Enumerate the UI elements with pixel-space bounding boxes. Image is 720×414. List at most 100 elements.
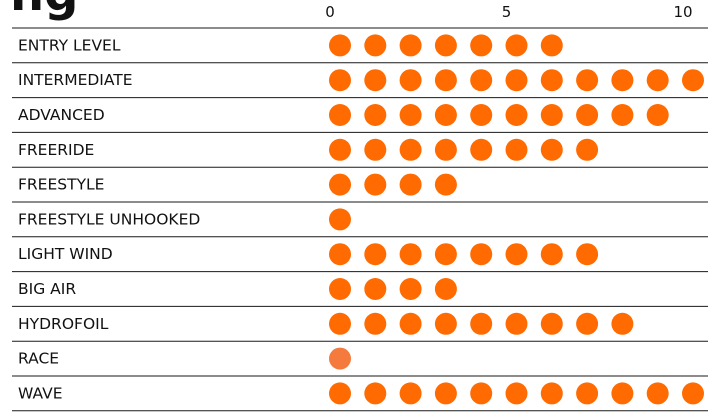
rating-dot — [505, 104, 528, 126]
row-label: WAVE — [18, 384, 63, 402]
rating-dot — [364, 312, 387, 335]
rating-dot — [576, 382, 599, 405]
row-label: BIG AIR — [18, 280, 76, 298]
rating-dot — [611, 69, 634, 92]
rating-dot — [364, 104, 387, 126]
row-label: LIGHT WIND — [18, 245, 113, 263]
rating-dot — [434, 173, 457, 196]
rating-dot — [399, 278, 422, 300]
rating-dot — [540, 69, 563, 92]
chart-row: ADVANCED — [18, 104, 669, 126]
rating-dot — [576, 243, 599, 266]
rating-dot — [329, 138, 351, 161]
rating-dot — [329, 104, 351, 126]
rating-dot — [682, 69, 704, 92]
rating-dot — [540, 243, 563, 266]
chart-row: WAVE — [18, 382, 704, 405]
chart-row: HYDROFOIL — [18, 312, 634, 335]
row-grid-lines — [12, 27, 708, 412]
rating-dot — [364, 138, 387, 161]
rating-dot — [434, 278, 457, 300]
x-tick-label: 10 — [673, 3, 692, 21]
rating-dot — [434, 382, 457, 405]
chart-row: INTERMEDIATE — [18, 69, 704, 92]
rating-dot — [364, 69, 387, 92]
row-label: HYDROFOIL — [18, 315, 109, 333]
rating-dot — [329, 243, 351, 266]
row-label: INTERMEDIATE — [18, 71, 133, 89]
rating-dot — [576, 312, 599, 335]
chart-row: ENTRY LEVEL — [18, 34, 563, 57]
rating-dot — [399, 173, 422, 196]
rating-dot — [646, 69, 669, 92]
rating-dot — [470, 104, 493, 126]
chart-row: FREESTYLE — [18, 173, 457, 196]
x-tick-label: 5 — [502, 3, 512, 21]
rating-dot — [505, 34, 528, 57]
rating-dot — [505, 138, 528, 161]
rating-dot — [434, 69, 457, 92]
row-label: FREESTYLE UNHOOKED — [18, 210, 200, 228]
rating-dot — [611, 104, 634, 126]
chart-row: LIGHT WIND — [18, 243, 599, 266]
rating-dot — [470, 34, 493, 57]
x-tick-label: 0 — [325, 3, 335, 21]
rating-dot — [399, 243, 422, 266]
rating-dot — [470, 69, 493, 92]
rating-dot — [505, 69, 528, 92]
cropped-title-glyphs: ng — [10, 0, 79, 18]
rating-dot — [540, 34, 563, 57]
rating-dot — [576, 69, 599, 92]
rating-dot — [611, 382, 634, 405]
rating-dot — [434, 138, 457, 161]
rating-dot — [682, 382, 704, 405]
rating-dot — [540, 312, 563, 335]
row-label: FREERIDE — [18, 141, 94, 159]
rating-dot — [470, 243, 493, 266]
rating-dot — [364, 382, 387, 405]
rating-dot — [399, 312, 422, 335]
rating-dot — [434, 104, 457, 126]
rating-dot — [399, 138, 422, 161]
rating-dot — [399, 34, 422, 57]
chart-row: FREERIDE — [18, 138, 599, 161]
rating-dot — [329, 173, 351, 196]
rating-dot — [611, 312, 634, 335]
rating-dot — [576, 104, 599, 126]
rating-dot — [646, 104, 669, 126]
chart-row: FREESTYLE UNHOOKED — [18, 208, 351, 231]
row-label: RACE — [18, 350, 59, 368]
rating-dot — [329, 382, 351, 405]
rating-dot — [470, 312, 493, 335]
rating-dot — [505, 382, 528, 405]
rating-dot — [364, 34, 387, 57]
rating-dot — [434, 34, 457, 57]
rating-dot — [399, 69, 422, 92]
rating-dot — [646, 382, 669, 405]
rating-dot — [329, 278, 351, 300]
rating-dot — [399, 382, 422, 405]
chart-row: BIG AIR — [18, 278, 457, 300]
rating-dot — [364, 278, 387, 300]
rating-dot — [540, 104, 563, 126]
row-label: FREESTYLE — [18, 176, 104, 194]
rating-dot — [576, 138, 599, 161]
rating-dot — [329, 208, 351, 231]
rating-dot — [364, 243, 387, 266]
rating-dot — [540, 138, 563, 161]
rating-dot — [329, 312, 351, 335]
rating-dot — [329, 69, 351, 92]
rating-dot — [505, 243, 528, 266]
rating-dot — [434, 243, 457, 266]
rating-dot — [399, 104, 422, 126]
rating-dot — [470, 138, 493, 161]
rating-dot — [540, 382, 563, 405]
rating-dot — [470, 382, 493, 405]
chart-row: RACE — [18, 347, 351, 370]
rating-dot — [329, 34, 351, 57]
chart-rows: ENTRY LEVEL INTERMEDIATE ADVANCED FREERIDE F… — [18, 34, 704, 405]
x-axis-ticks: 0 5 10 — [325, 3, 692, 21]
rating-dot — [505, 312, 528, 335]
rating-dot — [434, 312, 457, 335]
